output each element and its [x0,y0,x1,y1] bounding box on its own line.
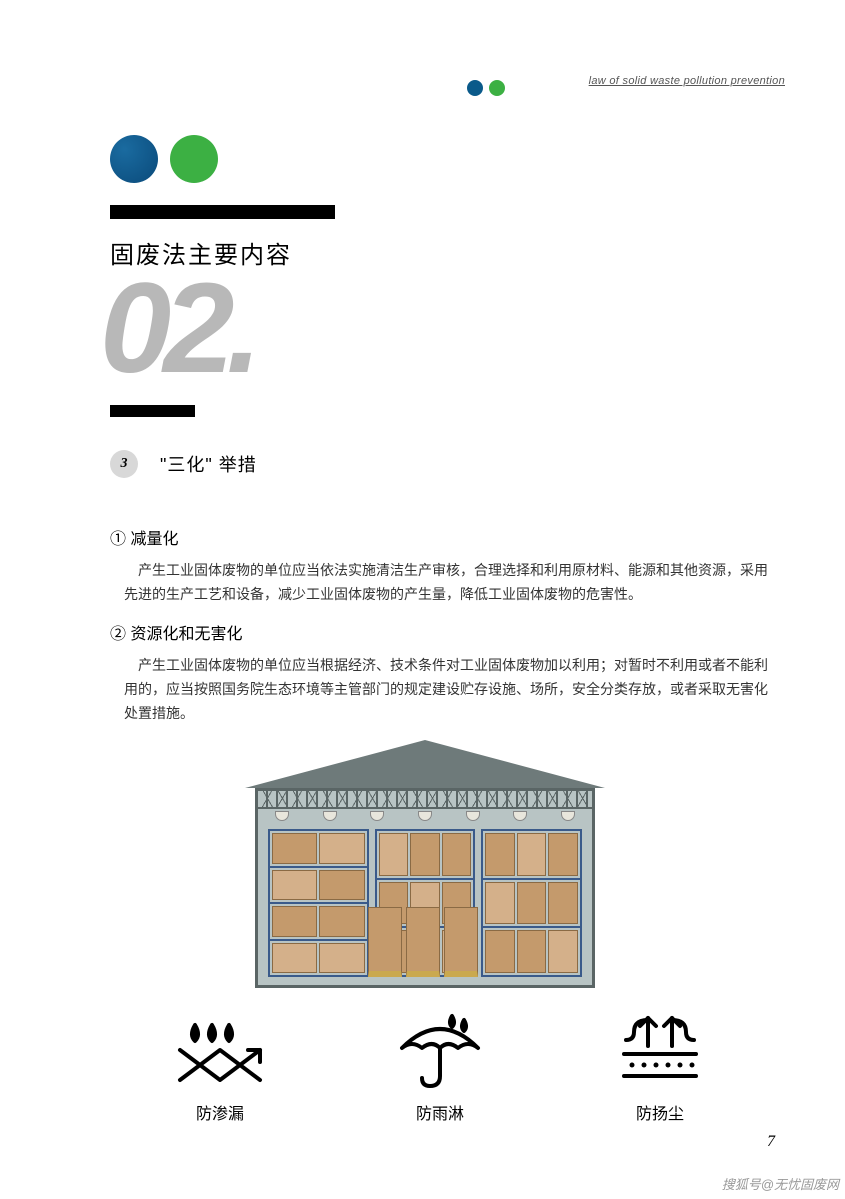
pallet-box [444,907,478,977]
icon-cell-rain: 防雨淋 [390,1010,490,1124]
point-2: ② 资源化和无害化 产生工业固体废物的单位应当根据经济、技术条件对工业固体废物加… [110,620,770,725]
warehouse-light [370,811,384,821]
pallet-box [406,907,440,977]
warehouse-light [513,811,527,821]
icon-label-dust: 防扬尘 [636,1100,684,1124]
leak-proof-icon [170,1010,270,1090]
icon-cell-dust: 防扬尘 [610,1010,710,1124]
point-2-body: 产生工业固体废物的单位应当根据经济、技术条件对工业固体废物加以利用；对暂时不利用… [110,654,770,725]
point-1-heading: ① 减量化 [110,525,770,549]
dust-proof-icon [610,1010,710,1090]
page-number: 7 [767,1133,775,1151]
section-badge: 3 [110,450,138,478]
icon-label-leak: 防渗漏 [196,1100,244,1124]
shelf [268,829,369,977]
warehouse-light [275,811,289,821]
point-1-body: 产生工业固体废物的单位应当依法实施清洁生产审核，合理选择和利用原材料、能源和其他… [110,559,770,607]
warehouse-light [418,811,432,821]
page: law of solid waste pollution prevention … [0,0,845,1199]
warehouse-light [323,811,337,821]
warehouse-light [466,811,480,821]
header-dot-green [489,80,505,96]
section-label: "三化" 举措 [160,451,257,477]
watermark: 搜狐号@无忧固废网 [722,1174,839,1193]
decor-bar-top [110,205,335,219]
icon-cell-leak: 防渗漏 [170,1010,270,1124]
header-dots [467,80,505,96]
warehouse-roof [245,740,605,788]
pallet-stack [368,907,478,977]
big-dot-green [170,135,218,183]
warehouse-illustration: WAREHOUSE [245,740,605,988]
point-2-heading: ② 资源化和无害化 [110,620,770,644]
decor-bar-under-number [110,405,195,417]
warehouse-body [255,788,595,988]
shelf [481,829,582,977]
big-dot-blue [110,135,158,183]
section-heading-row: 3 "三化" 举措 [110,450,257,478]
icon-label-rain: 防雨淋 [416,1100,464,1124]
warehouse-truss [258,791,592,809]
protection-icons-row: 防渗漏 防雨淋 [110,1010,770,1124]
warehouse-light [561,811,575,821]
decor-big-dots [110,135,218,183]
pallet-box [368,907,402,977]
header-subtitle: law of solid waste pollution prevention [589,75,785,87]
section-number: 02. [100,255,254,402]
header-dot-blue [467,80,483,96]
warehouse-lights [258,811,592,821]
point-1: ① 减量化 产生工业固体废物的单位应当依法实施清洁生产审核，合理选择和利用原材料… [110,525,770,607]
rain-proof-icon [390,1010,490,1090]
